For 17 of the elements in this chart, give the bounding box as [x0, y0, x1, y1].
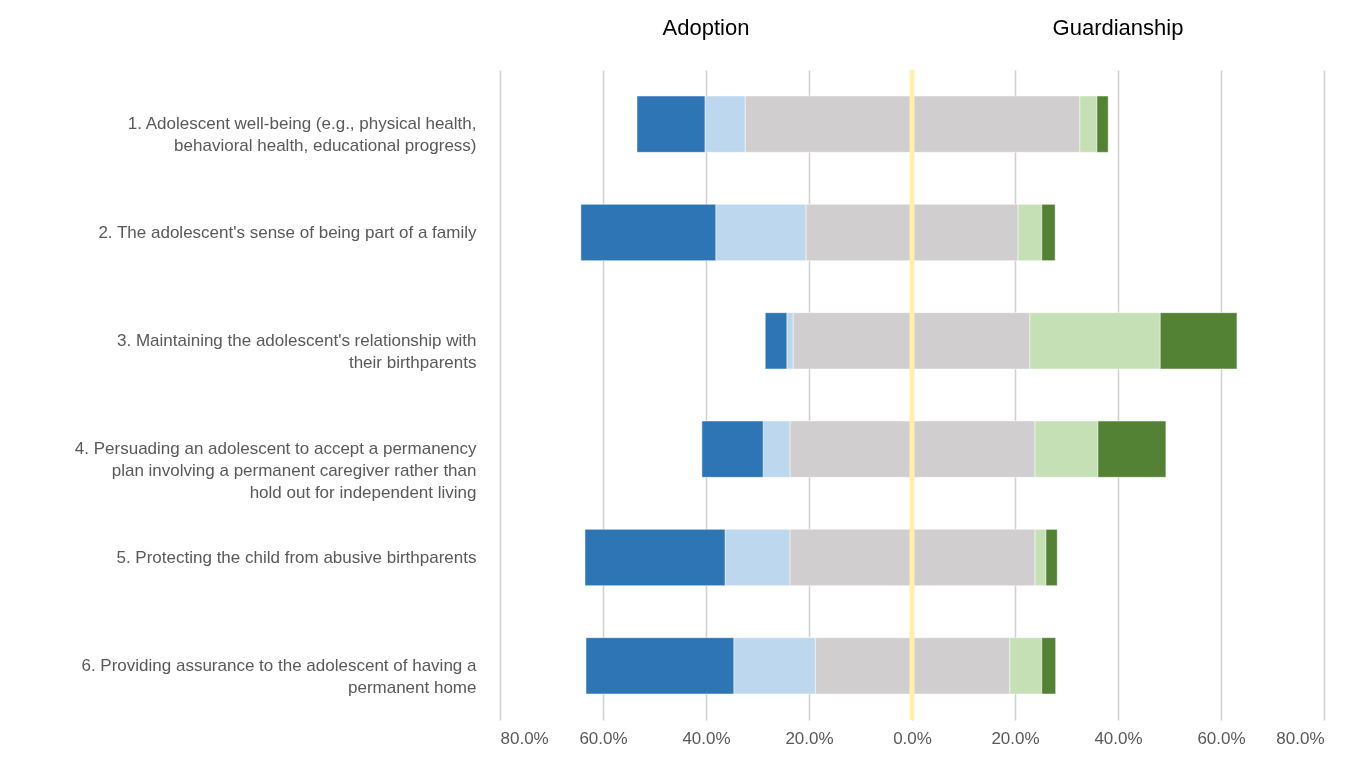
y-tick-label: 2. The adolescent's sense of being part of a family: [98, 222, 477, 242]
x-tick-label: 0.0%: [893, 728, 932, 748]
y-tick-label: 5. Protecting the child from abusive birthparents: [116, 547, 477, 567]
x-tick-label: 60.0%: [579, 728, 628, 748]
x-tick-label: 40.0%: [682, 728, 731, 748]
x-tick-label: 20.0%: [991, 728, 1040, 748]
y-tick-label: 1. Adolescent well-being (e.g., physical health, behavioral health, educational progress): [127, 114, 477, 156]
x-tick-label: 20.0%: [785, 728, 834, 748]
y-tick-label: 6. Providing assurance to the adolescent of having a permanent home: [81, 655, 478, 697]
x-tick-label: 80.0%: [1276, 728, 1325, 748]
text: Guardianship: [1052, 15, 1184, 40]
y-tick-label: 4. Persuading an adolescent to accept a permanency plan involving a permanent caregiver rather than hold out for independent living: [74, 439, 477, 503]
x-tick-label: 60.0%: [1197, 728, 1246, 748]
x-tick-label: 40.0%: [1094, 728, 1143, 748]
text: Adoption: [662, 15, 750, 40]
x-tick-label: 80.0%: [500, 728, 549, 748]
y-tick-label: 3. Maintaining the adolescent's relationship with their birthparents: [116, 330, 477, 372]
